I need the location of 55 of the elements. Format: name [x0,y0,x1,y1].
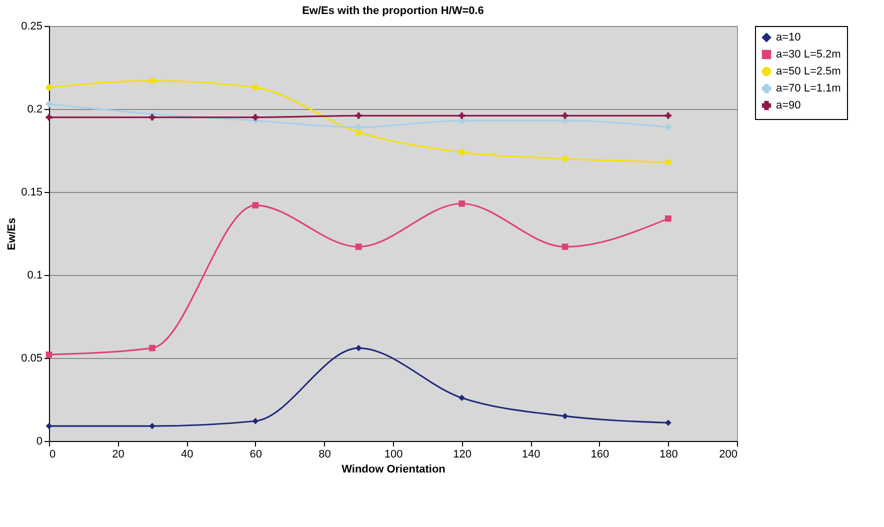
point [252,84,259,91]
point [46,100,52,108]
point [149,114,156,120]
point [355,112,362,119]
point [252,202,259,208]
point [46,422,52,430]
point [355,244,362,250]
x-axis-title: Window Orientation [342,464,446,476]
point [665,124,672,130]
y-tick-label: 0.25 [21,20,42,32]
x-tick-label: 140 [522,448,540,460]
x-tick-label: 80 [318,448,331,460]
point [562,156,568,162]
point [355,124,362,130]
point [562,112,568,119]
x-tick-label: 200 [719,448,738,460]
x-tick-label: 160 [590,448,610,460]
y-tick-label: 0 [36,436,42,448]
legend-label: a=10 [776,32,801,44]
y-tick-label: 0.1 [27,270,42,282]
y-tick-label: 0.05 [21,352,42,364]
x-tick-label: 20 [112,448,124,460]
point [355,344,362,352]
point [149,78,156,84]
x-tick-label: 180 [660,448,678,460]
point [665,158,672,166]
point [458,394,465,401]
legend-label: a=50 L=2.5m [776,66,841,78]
x-tick-label: 40 [180,448,194,460]
point [562,412,568,420]
point [665,112,672,119]
legend-label: a=90 [776,100,801,112]
point [149,422,156,430]
point [252,418,259,424]
chart-title: Ew/Es with the proportion H/W=0.6 [302,5,484,17]
point [46,84,52,91]
legend-label: a=30 L=5.2m [776,48,841,60]
y-tick-label: 0.15 [21,186,42,198]
point [458,149,465,156]
point [665,420,672,426]
x-tick-label: 0 [50,448,56,460]
legend-label: a=70 L=1.1m [776,82,841,94]
point [252,114,259,120]
x-tick-label: 100 [384,448,403,460]
x-tick-label: 120 [453,448,472,460]
point [562,244,568,250]
point [46,352,52,358]
point [458,200,465,207]
x-tick-label: 60 [250,448,262,460]
point [665,215,672,222]
y-axis-title: Ew/Es [6,218,18,250]
y-tick-label: 0.2 [27,104,42,116]
point [149,344,156,352]
point [458,112,465,119]
point [46,114,52,120]
